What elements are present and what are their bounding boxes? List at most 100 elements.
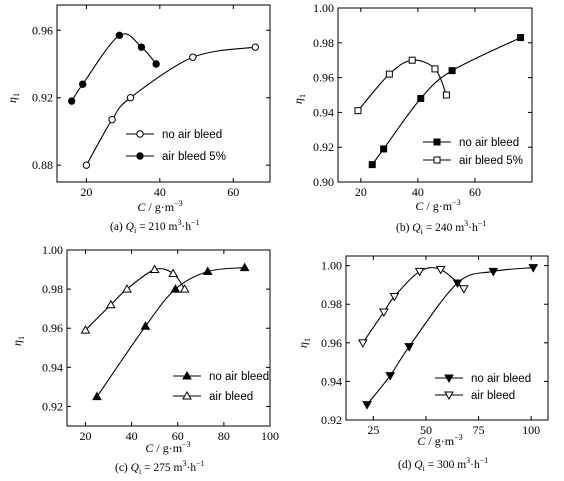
data-point bbox=[404, 343, 414, 352]
panel-caption: (b) Qi = 240 m3·h−1 bbox=[396, 219, 486, 236]
data-point bbox=[517, 34, 525, 42]
data-point bbox=[80, 325, 91, 334]
legend-label: no air bleed bbox=[459, 137, 519, 149]
data-point bbox=[379, 308, 389, 317]
data-point bbox=[385, 70, 393, 78]
data-point bbox=[251, 43, 260, 51]
data-point bbox=[108, 115, 116, 124]
x-axis-label: C / g·m−3 bbox=[145, 440, 190, 455]
series-line-1 bbox=[85, 268, 186, 331]
x-tick-label: 25 bbox=[367, 423, 379, 437]
y-tick-label: 0.98 bbox=[321, 297, 342, 311]
data-point bbox=[170, 284, 181, 293]
y-tick-label: 0.92 bbox=[32, 91, 53, 105]
x-tick-label: 60 bbox=[227, 185, 239, 199]
data-point bbox=[362, 401, 372, 410]
y-tick-label: 0.88 bbox=[32, 158, 53, 172]
data-point bbox=[149, 264, 160, 274]
y-axis-label: η1 bbox=[296, 338, 312, 348]
data-point bbox=[431, 65, 439, 73]
legend-marker bbox=[136, 130, 144, 138]
y-tick-label: 0.90 bbox=[313, 175, 334, 189]
chart-panel-a: 20 40 60 0.88 0.92 0.96 C / g·m−3 η1 no air blee… bbox=[5, 4, 271, 235]
x-tick-label: 40 bbox=[412, 185, 424, 199]
legend-marker bbox=[444, 391, 454, 401]
x-tick-label: 20 bbox=[355, 185, 367, 199]
x-tick-label: 50 bbox=[420, 423, 432, 437]
data-point bbox=[408, 56, 416, 64]
y-tick-label: 0.94 bbox=[42, 360, 63, 374]
legend: no air bleed air bleed bbox=[435, 373, 531, 402]
data-point bbox=[389, 293, 400, 302]
data-point bbox=[105, 299, 116, 309]
data-point bbox=[67, 97, 76, 105]
data-point bbox=[354, 107, 362, 115]
y-tick-label: 0.98 bbox=[313, 36, 334, 50]
x-tick-label: 60 bbox=[469, 185, 481, 199]
legend-marker bbox=[182, 370, 192, 380]
legend-marker bbox=[433, 156, 441, 164]
x-tick-label: 20 bbox=[80, 185, 92, 199]
panel-caption: (a) Qi = 210 m3·h−1 bbox=[110, 218, 200, 235]
x-tick-label: 40 bbox=[154, 185, 166, 199]
y-tick-label: 0.98 bbox=[42, 282, 63, 296]
legend-label: air bleed bbox=[471, 390, 515, 402]
x-axis-label: C / g·m−3 bbox=[417, 433, 462, 448]
data-point bbox=[528, 264, 539, 273]
y-tick-label: 1.00 bbox=[321, 259, 342, 273]
y-tick-label: 0.92 bbox=[42, 399, 63, 413]
panel-caption: (d) Qi = 300 m3·h−1 bbox=[398, 456, 488, 473]
legend-marker bbox=[182, 390, 192, 400]
legend-marker bbox=[136, 152, 144, 160]
y-tick-label: 0.96 bbox=[313, 71, 334, 85]
data-point bbox=[137, 43, 146, 51]
plot-frame bbox=[345, 255, 549, 421]
plot-frame bbox=[56, 4, 271, 183]
data-point bbox=[115, 31, 124, 40]
x-tick-label: 100 bbox=[522, 423, 540, 437]
data-point bbox=[168, 268, 178, 277]
x-tick-label: 75 bbox=[473, 423, 485, 437]
x-tick-label: 100 bbox=[261, 429, 279, 443]
legend: no air bleed air bleed bbox=[173, 370, 269, 403]
data-point bbox=[380, 145, 388, 153]
x-tick-label: 60 bbox=[172, 429, 184, 443]
legend-label: no air bleed bbox=[162, 129, 222, 141]
y-tick-label: 0.92 bbox=[321, 413, 342, 427]
y-tick-label: 0.96 bbox=[32, 23, 53, 37]
x-axis-label: C / g·m−3 bbox=[137, 199, 182, 214]
data-point bbox=[448, 67, 456, 75]
y-axis-label: η1 bbox=[5, 93, 21, 103]
plot-frame bbox=[337, 7, 533, 183]
legend-label: no air bleed bbox=[209, 371, 269, 383]
data-point bbox=[368, 161, 376, 169]
y-axis-label: η1 bbox=[10, 336, 26, 346]
data-point bbox=[435, 266, 446, 275]
x-tick-label: 40 bbox=[126, 429, 138, 443]
data-point bbox=[79, 80, 87, 88]
legend-label: air bleed 5% bbox=[162, 151, 226, 163]
chart-panel-b: 20 40 60 0.90 0.92 0.94 0.96 0.98 1.00 C / g·m−3 η… bbox=[291, 1, 533, 236]
data-point bbox=[179, 284, 190, 293]
legend: no air bleed air bleed 5% bbox=[126, 129, 226, 163]
y-tick-label: 0.94 bbox=[313, 105, 334, 119]
data-point bbox=[189, 53, 197, 61]
y-tick-label: 1.00 bbox=[313, 1, 334, 15]
data-point bbox=[140, 321, 151, 330]
x-tick-label: 20 bbox=[79, 429, 91, 443]
y-tick-label: 0.96 bbox=[321, 336, 342, 350]
data-point bbox=[152, 60, 160, 68]
series-line-1 bbox=[362, 267, 465, 344]
data-point bbox=[202, 266, 213, 276]
legend-label: air bleed 5% bbox=[459, 155, 523, 167]
data-point bbox=[239, 262, 250, 272]
legend-label: no air bleed bbox=[471, 373, 531, 385]
y-tick-label: 0.92 bbox=[313, 140, 334, 154]
legend-marker bbox=[433, 138, 441, 146]
chart-panel-c: 20 40 60 80 100 0.92 0.94 0.96 0.98 1.00 C / g·m−3… bbox=[10, 243, 279, 476]
series-line-1 bbox=[71, 33, 157, 102]
y-tick-label: 1.00 bbox=[42, 243, 63, 257]
y-tick-label: 0.94 bbox=[321, 374, 342, 388]
data-point bbox=[414, 267, 425, 277]
